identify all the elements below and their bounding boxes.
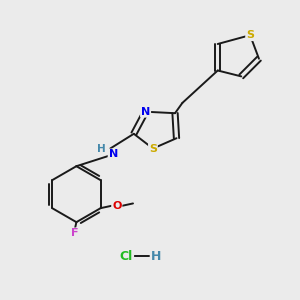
Text: N: N: [109, 149, 118, 159]
Text: S: S: [246, 30, 254, 40]
Text: O: O: [112, 201, 122, 211]
Text: S: S: [149, 143, 157, 154]
Text: H: H: [151, 250, 161, 262]
Text: F: F: [71, 228, 79, 238]
Text: Cl: Cl: [120, 250, 133, 262]
Text: H: H: [97, 143, 106, 154]
Text: N: N: [141, 107, 150, 117]
